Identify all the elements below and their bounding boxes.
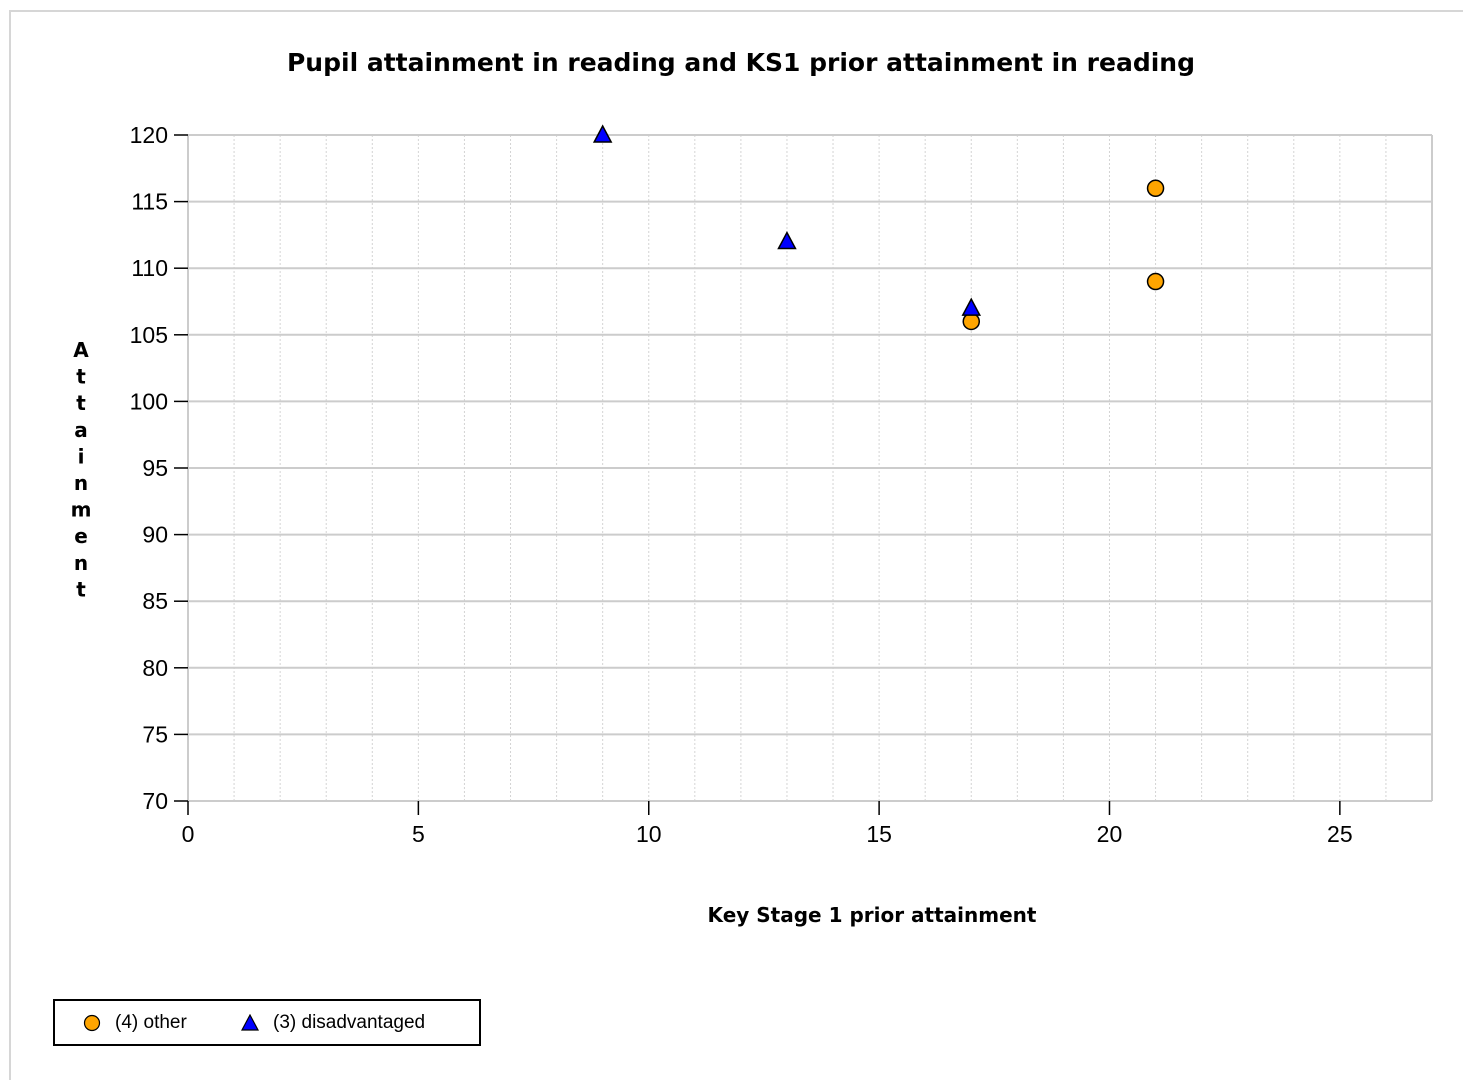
y-axis-title-letter: n bbox=[74, 471, 88, 495]
x-tick-label: 0 bbox=[182, 821, 195, 847]
y-tick-label: 105 bbox=[130, 322, 168, 348]
x-axis-title: Key Stage 1 prior attainment bbox=[708, 903, 1037, 927]
y-tick-label: 75 bbox=[142, 721, 168, 747]
tick-labels: 120 115 110 105 100 95 90 85 80 75 70 0 5 10 15 20 25 bbox=[130, 122, 1353, 847]
legend-label-disadvantaged: (3) disadvantaged bbox=[273, 1011, 426, 1033]
x-tick-label: 10 bbox=[636, 821, 662, 847]
y-axis-title-letter: m bbox=[71, 498, 92, 522]
data-point-disadvantaged bbox=[777, 230, 797, 250]
legend-label-other: (4) other bbox=[115, 1011, 187, 1033]
data-point-other bbox=[1146, 179, 1165, 198]
y-axis-title-letter: a bbox=[74, 418, 88, 442]
gridlines bbox=[188, 134, 1433, 801]
chart-frame bbox=[9, 10, 1463, 1080]
data-point-disadvantaged bbox=[592, 124, 613, 143]
x-tick-label: 5 bbox=[412, 821, 425, 847]
y-tick-label: 110 bbox=[131, 255, 168, 281]
data-points bbox=[592, 124, 1165, 331]
y-tick-label: 85 bbox=[142, 588, 168, 614]
y-axis-title-letter: A bbox=[73, 338, 89, 362]
legend-item-disadvantaged: (3) disadvantaged bbox=[241, 1001, 425, 1044]
y-axis-title-letter: e bbox=[74, 524, 88, 548]
y-axis-title-letter: t bbox=[76, 391, 86, 415]
legend: (4) other (3) disadvantaged bbox=[53, 999, 481, 1046]
data-point-other bbox=[1146, 272, 1165, 291]
blue-triangle-icon bbox=[241, 1013, 259, 1031]
y-tick-label: 80 bbox=[142, 655, 168, 681]
y-axis-title-letter: n bbox=[74, 551, 88, 575]
x-tick-label: 15 bbox=[866, 821, 892, 847]
data-point-disadvantaged bbox=[961, 297, 982, 316]
y-tick-label: 95 bbox=[142, 455, 168, 481]
x-tick-label: 20 bbox=[1097, 821, 1123, 847]
x-tick-label: 25 bbox=[1327, 821, 1353, 847]
axes bbox=[174, 134, 1432, 815]
y-tick-label: 100 bbox=[130, 388, 168, 414]
y-tick-label: 115 bbox=[131, 189, 168, 215]
y-axis-title-letter: t bbox=[76, 577, 86, 601]
y-tick-label: 120 bbox=[130, 122, 168, 148]
y-tick-label: 70 bbox=[142, 788, 168, 814]
y-tick-label: 90 bbox=[142, 522, 168, 548]
legend-item-other: (4) other bbox=[83, 1001, 187, 1044]
y-axis-title-letter: i bbox=[78, 444, 85, 468]
chart-title: Pupil attainment in reading and KS1 prio… bbox=[287, 48, 1195, 77]
y-axis-title-letter: t bbox=[76, 365, 86, 389]
orange-circle-icon bbox=[83, 1014, 101, 1031]
